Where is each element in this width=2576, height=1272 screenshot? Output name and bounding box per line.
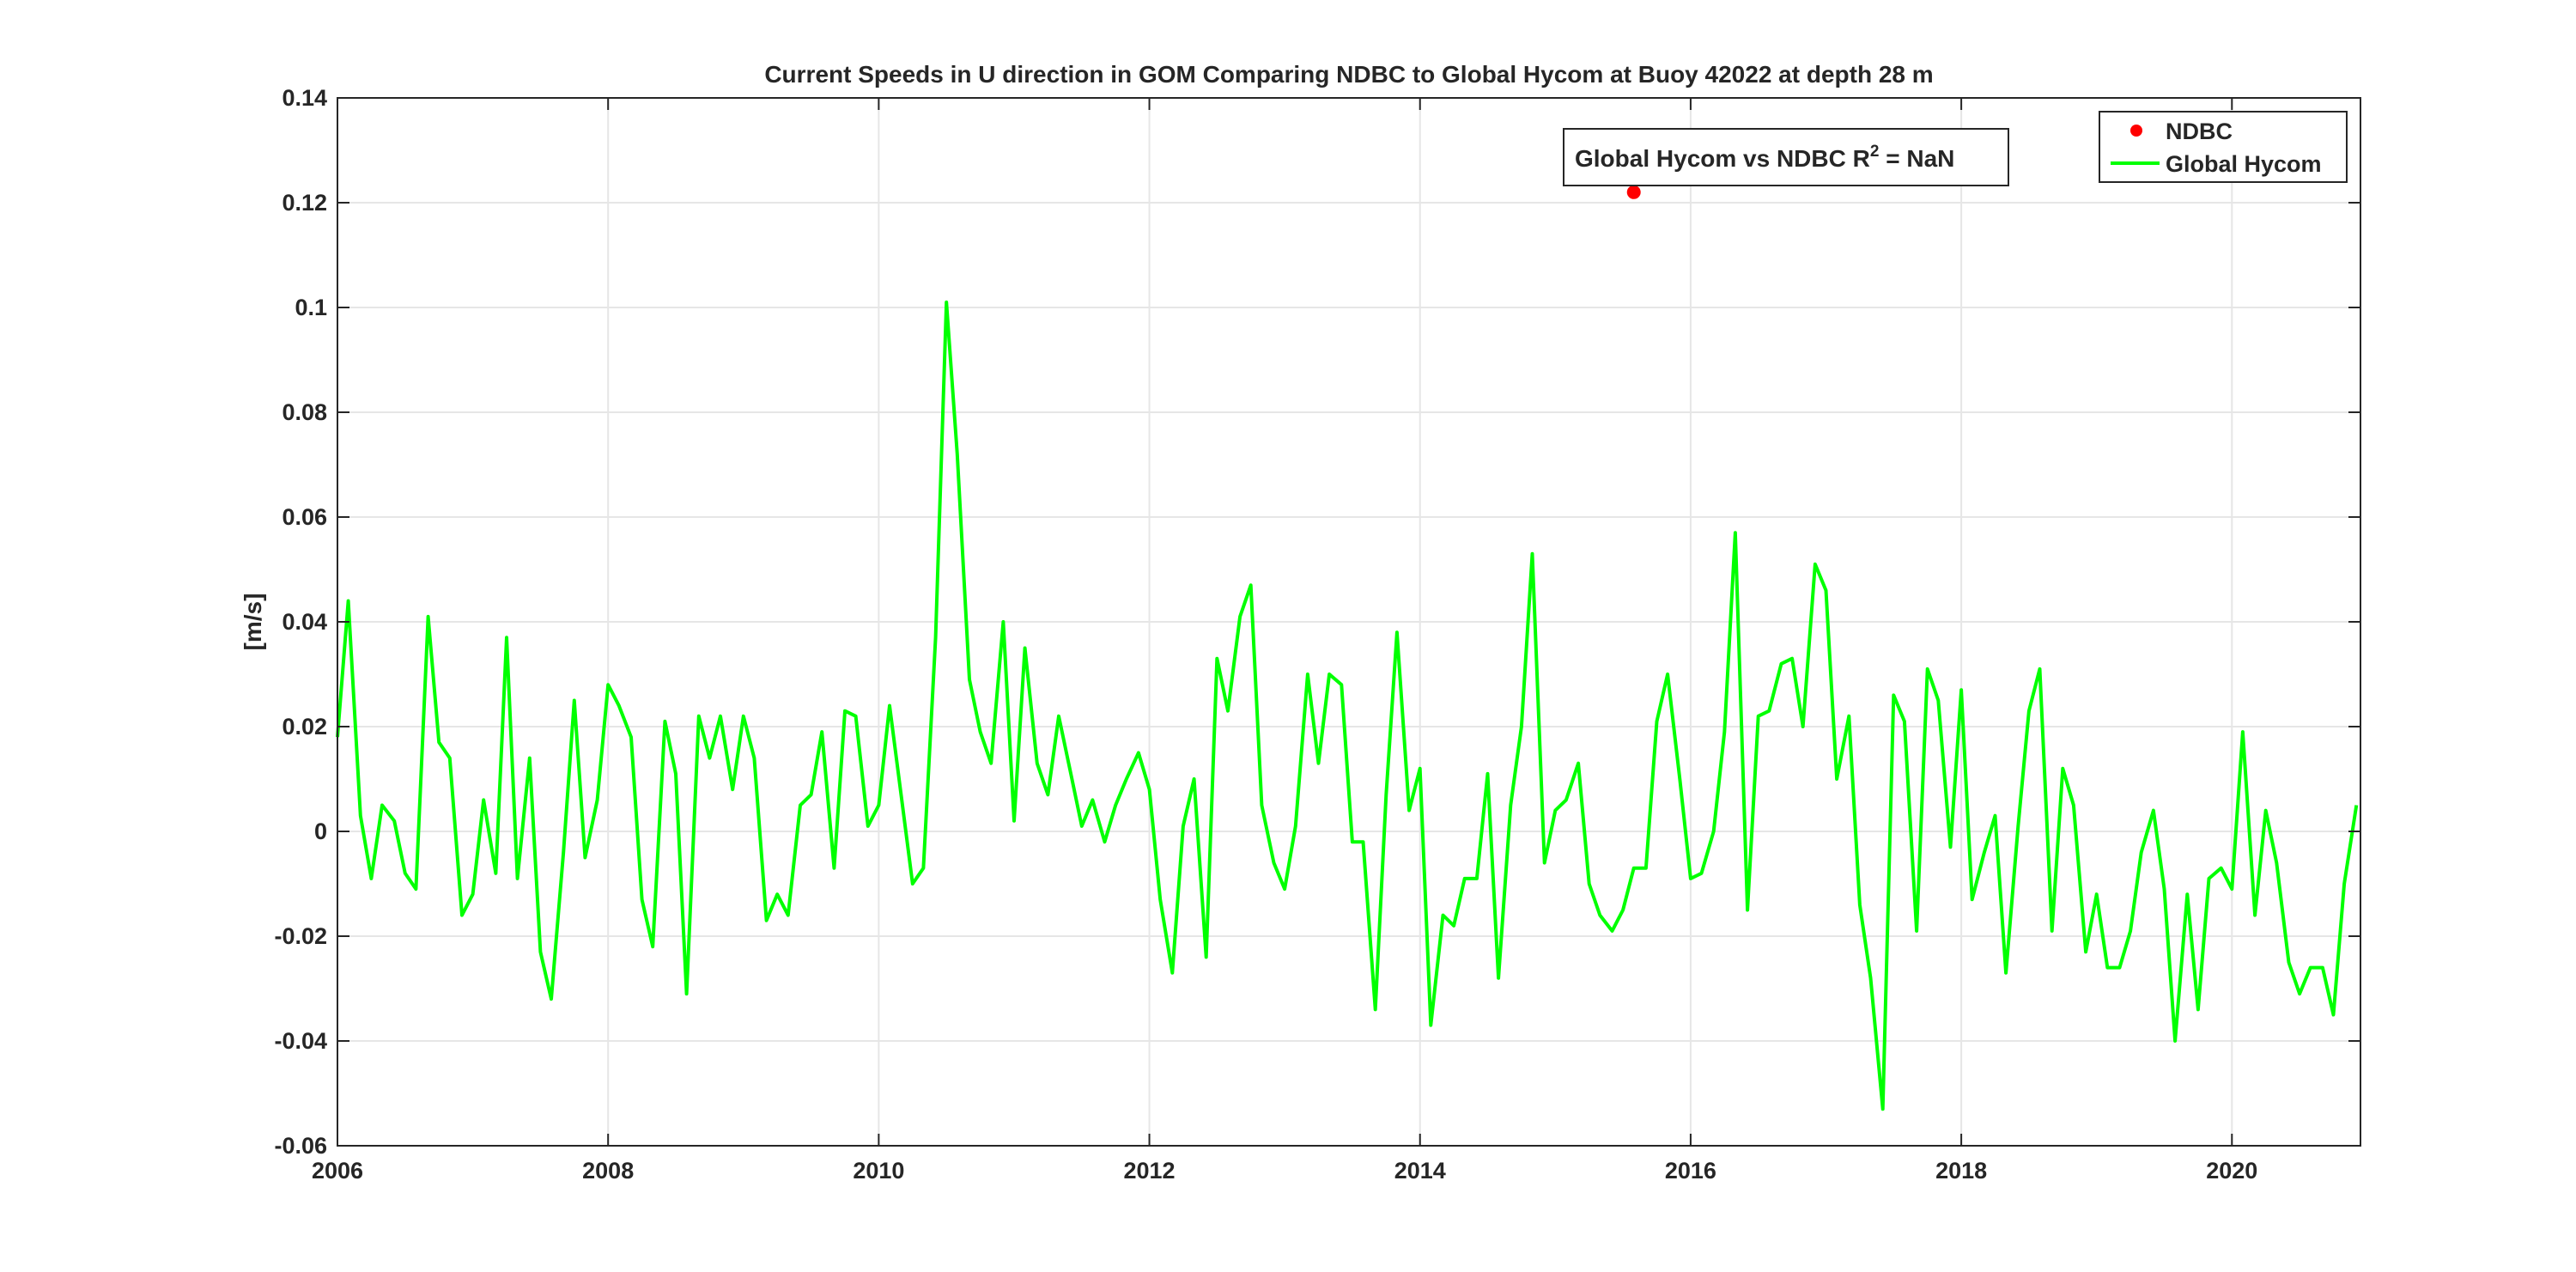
legend-box <box>2099 111 2348 183</box>
y-tick-label: 0.04 <box>282 609 327 635</box>
y-tick-label: 0.14 <box>282 85 327 111</box>
y-tick-label: 0.06 <box>282 504 327 530</box>
x-tick-label: 2020 <box>2206 1158 2257 1184</box>
y-tick-label: -0.04 <box>274 1028 327 1054</box>
x-tick-label: 2014 <box>1394 1158 1446 1184</box>
y-tick-label: 0.08 <box>282 399 327 425</box>
annotation-text: Global Hycom vs NDBC R2 = NaN <box>1575 143 1954 172</box>
legend-ndbc-label: NDBC <box>2166 119 2233 144</box>
annotation-main-text: Global Hycom vs NDBC R <box>1575 145 1870 172</box>
y-tick-label: -0.02 <box>274 923 327 949</box>
series-line-global-hycom <box>336 300 2359 1111</box>
annotation-box <box>1563 128 2009 186</box>
x-tick-label: 2012 <box>1124 1158 1176 1184</box>
y-tick-label: 0 <box>314 819 327 844</box>
x-axis-tick-labels: 2006 2008 2010 2012 2014 2016 2018 2020 <box>312 1158 2257 1184</box>
x-tick-label: 2006 <box>312 1158 363 1184</box>
legend-global-hycom-label: Global Hycom <box>2166 151 2322 177</box>
r-squared-annotation: Global Hycom vs NDBC R2 = NaN <box>1563 128 2009 186</box>
legend: NDBC Global Hycom <box>2099 111 2348 183</box>
annotation-suffix: = NaN <box>1879 145 1954 172</box>
x-tick-label: 2018 <box>1935 1158 1987 1184</box>
x-tick-label: 2010 <box>853 1158 904 1184</box>
annotation-superscript: 2 <box>1870 143 1880 161</box>
chart-title: Current Speeds in U direction in GOM Com… <box>764 61 1933 88</box>
y-axis-tick-labels: -0.06 -0.04 -0.02 0 0.02 0.04 0.06 0.08 0.1 0.12 0… <box>274 85 327 1159</box>
x-tick-label: 2016 <box>1665 1158 1716 1184</box>
axis-ticks <box>337 97 2360 1147</box>
y-tick-label: 0.02 <box>282 714 327 739</box>
y-tick-label: 0.1 <box>295 295 327 320</box>
y-axis-label: [m/s] <box>240 593 266 651</box>
y-tick-label: 0.12 <box>282 190 327 216</box>
x-tick-label: 2008 <box>582 1158 634 1184</box>
plot-series <box>336 185 2359 1111</box>
legend-ndbc-marker <box>2130 125 2142 137</box>
series-point-ndbc <box>1626 185 1641 199</box>
y-tick-label: -0.06 <box>274 1133 327 1159</box>
